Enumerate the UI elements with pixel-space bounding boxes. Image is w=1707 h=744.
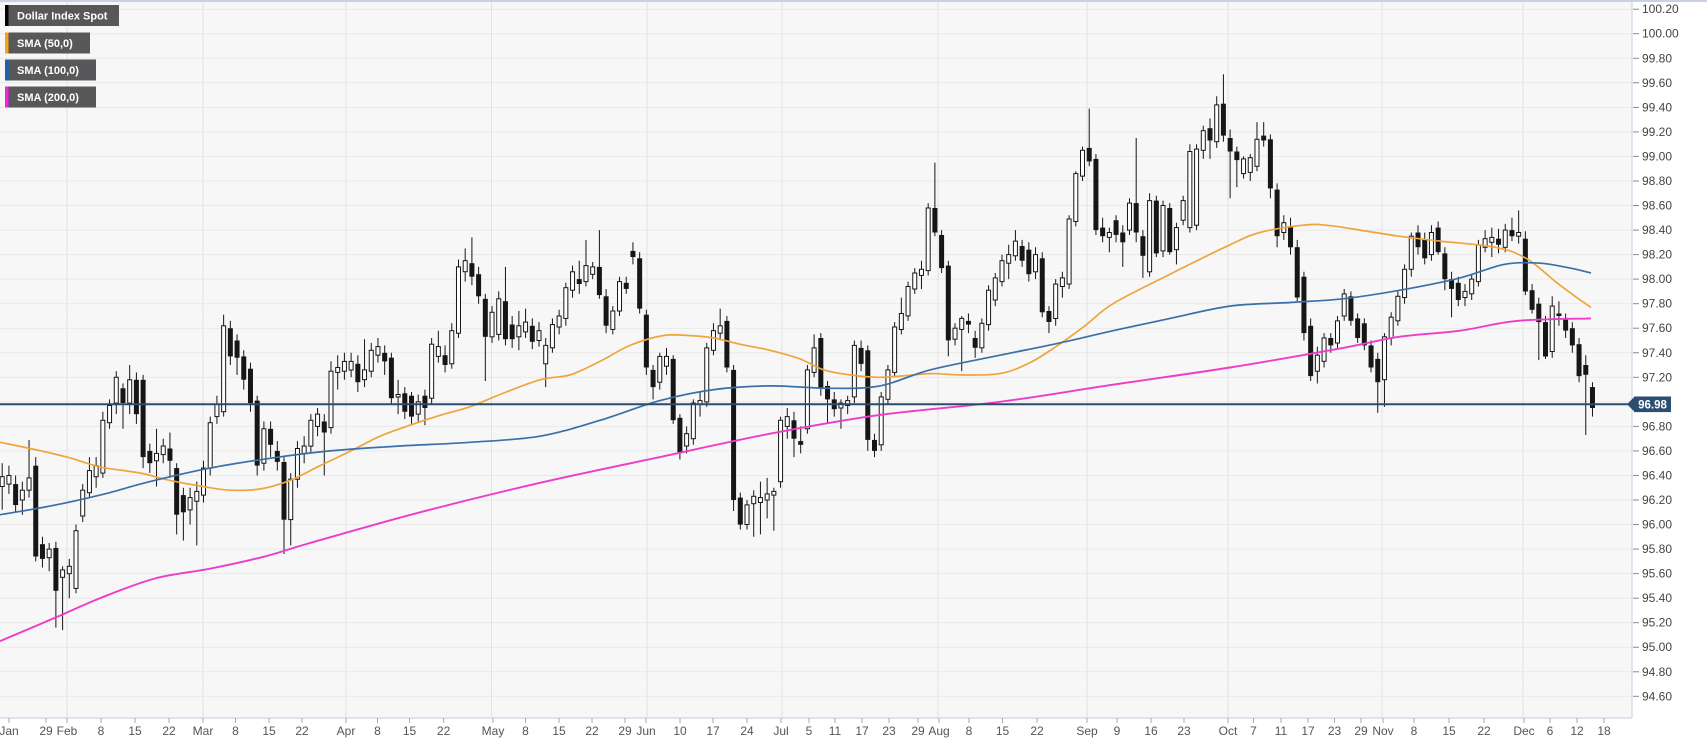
svg-text:97.80: 97.80 <box>1642 297 1672 311</box>
svg-text:22: 22 <box>295 724 309 738</box>
svg-text:99.40: 99.40 <box>1642 100 1672 114</box>
svg-text:16: 16 <box>1144 724 1158 738</box>
svg-text:96.40: 96.40 <box>1642 469 1672 483</box>
svg-text:5: 5 <box>806 724 813 738</box>
svg-text:SMA (200,0): SMA (200,0) <box>17 92 79 104</box>
svg-text:96.20: 96.20 <box>1642 493 1672 507</box>
svg-text:22: 22 <box>1477 724 1491 738</box>
svg-text:Dollar Index Spot: Dollar Index Spot <box>17 11 108 23</box>
svg-text:29: 29 <box>618 724 632 738</box>
svg-text:8: 8 <box>374 724 381 738</box>
svg-text:SMA (100,0): SMA (100,0) <box>17 65 79 77</box>
svg-text:Dec: Dec <box>1513 724 1534 738</box>
svg-text:97.20: 97.20 <box>1642 370 1672 384</box>
svg-text:24: 24 <box>740 724 754 738</box>
svg-text:Mar: Mar <box>193 724 214 738</box>
svg-text:23: 23 <box>1177 724 1191 738</box>
svg-text:12: 12 <box>1570 724 1584 738</box>
svg-text:94.60: 94.60 <box>1642 689 1672 703</box>
svg-text:8: 8 <box>98 724 105 738</box>
svg-text:96.60: 96.60 <box>1642 444 1672 458</box>
svg-text:29: 29 <box>911 724 925 738</box>
svg-text:8: 8 <box>966 724 973 738</box>
svg-text:Feb: Feb <box>57 724 78 738</box>
svg-text:95.00: 95.00 <box>1642 640 1672 654</box>
svg-text:17: 17 <box>706 724 720 738</box>
svg-text:99.60: 99.60 <box>1642 76 1672 90</box>
svg-text:99.20: 99.20 <box>1642 125 1672 139</box>
svg-text:Aug: Aug <box>928 724 949 738</box>
svg-text:22: 22 <box>1030 724 1044 738</box>
svg-text:22: 22 <box>437 724 451 738</box>
svg-text:29: 29 <box>39 724 53 738</box>
svg-text:100.00: 100.00 <box>1642 27 1679 41</box>
svg-text:97.60: 97.60 <box>1642 321 1672 335</box>
svg-text:Oct: Oct <box>1219 724 1238 738</box>
svg-text:99.00: 99.00 <box>1642 149 1672 163</box>
svg-text:98.60: 98.60 <box>1642 199 1672 213</box>
svg-text:Jun: Jun <box>636 724 655 738</box>
svg-text:96.00: 96.00 <box>1642 518 1672 532</box>
svg-text:23: 23 <box>882 724 896 738</box>
svg-text:6: 6 <box>1547 724 1554 738</box>
svg-text:18: 18 <box>1597 724 1611 738</box>
svg-text:17: 17 <box>1301 724 1315 738</box>
svg-text:17: 17 <box>855 724 869 738</box>
svg-text:98.20: 98.20 <box>1642 248 1672 262</box>
svg-text:9: 9 <box>1114 724 1121 738</box>
svg-text:95.20: 95.20 <box>1642 616 1672 630</box>
svg-text:8: 8 <box>522 724 529 738</box>
svg-text:15: 15 <box>996 724 1010 738</box>
svg-text:95.80: 95.80 <box>1642 542 1672 556</box>
svg-text:22: 22 <box>585 724 599 738</box>
svg-text:Sep: Sep <box>1076 724 1098 738</box>
svg-text:100.20: 100.20 <box>1642 2 1679 16</box>
svg-text:May: May <box>482 724 505 738</box>
svg-text:SMA (50,0): SMA (50,0) <box>17 38 73 50</box>
svg-text:94.80: 94.80 <box>1642 665 1672 679</box>
svg-text:15: 15 <box>1442 724 1456 738</box>
svg-text:96.80: 96.80 <box>1642 419 1672 433</box>
svg-text:98.00: 98.00 <box>1642 272 1672 286</box>
svg-text:11: 11 <box>829 724 842 738</box>
svg-text:10: 10 <box>673 724 687 738</box>
svg-text:98.80: 98.80 <box>1642 174 1672 188</box>
svg-text:97.40: 97.40 <box>1642 346 1672 360</box>
svg-text:Nov: Nov <box>1372 724 1393 738</box>
svg-text:11: 11 <box>1275 724 1288 738</box>
svg-text:7: 7 <box>1250 724 1257 738</box>
svg-text:Apr: Apr <box>337 724 356 738</box>
svg-text:Jan: Jan <box>0 724 19 738</box>
svg-text:99.80: 99.80 <box>1642 51 1672 65</box>
svg-text:15: 15 <box>552 724 566 738</box>
svg-text:8: 8 <box>1411 724 1418 738</box>
svg-text:95.60: 95.60 <box>1642 567 1672 581</box>
svg-text:95.40: 95.40 <box>1642 591 1672 605</box>
svg-text:8: 8 <box>232 724 239 738</box>
svg-text:15: 15 <box>403 724 417 738</box>
svg-text:15: 15 <box>128 724 142 738</box>
svg-text:Jul: Jul <box>773 724 788 738</box>
svg-text:98.40: 98.40 <box>1642 223 1672 237</box>
svg-text:96.98: 96.98 <box>1638 400 1667 412</box>
svg-text:22: 22 <box>162 724 176 738</box>
svg-text:15: 15 <box>262 724 276 738</box>
svg-text:23: 23 <box>1328 724 1342 738</box>
svg-text:29: 29 <box>1354 724 1368 738</box>
